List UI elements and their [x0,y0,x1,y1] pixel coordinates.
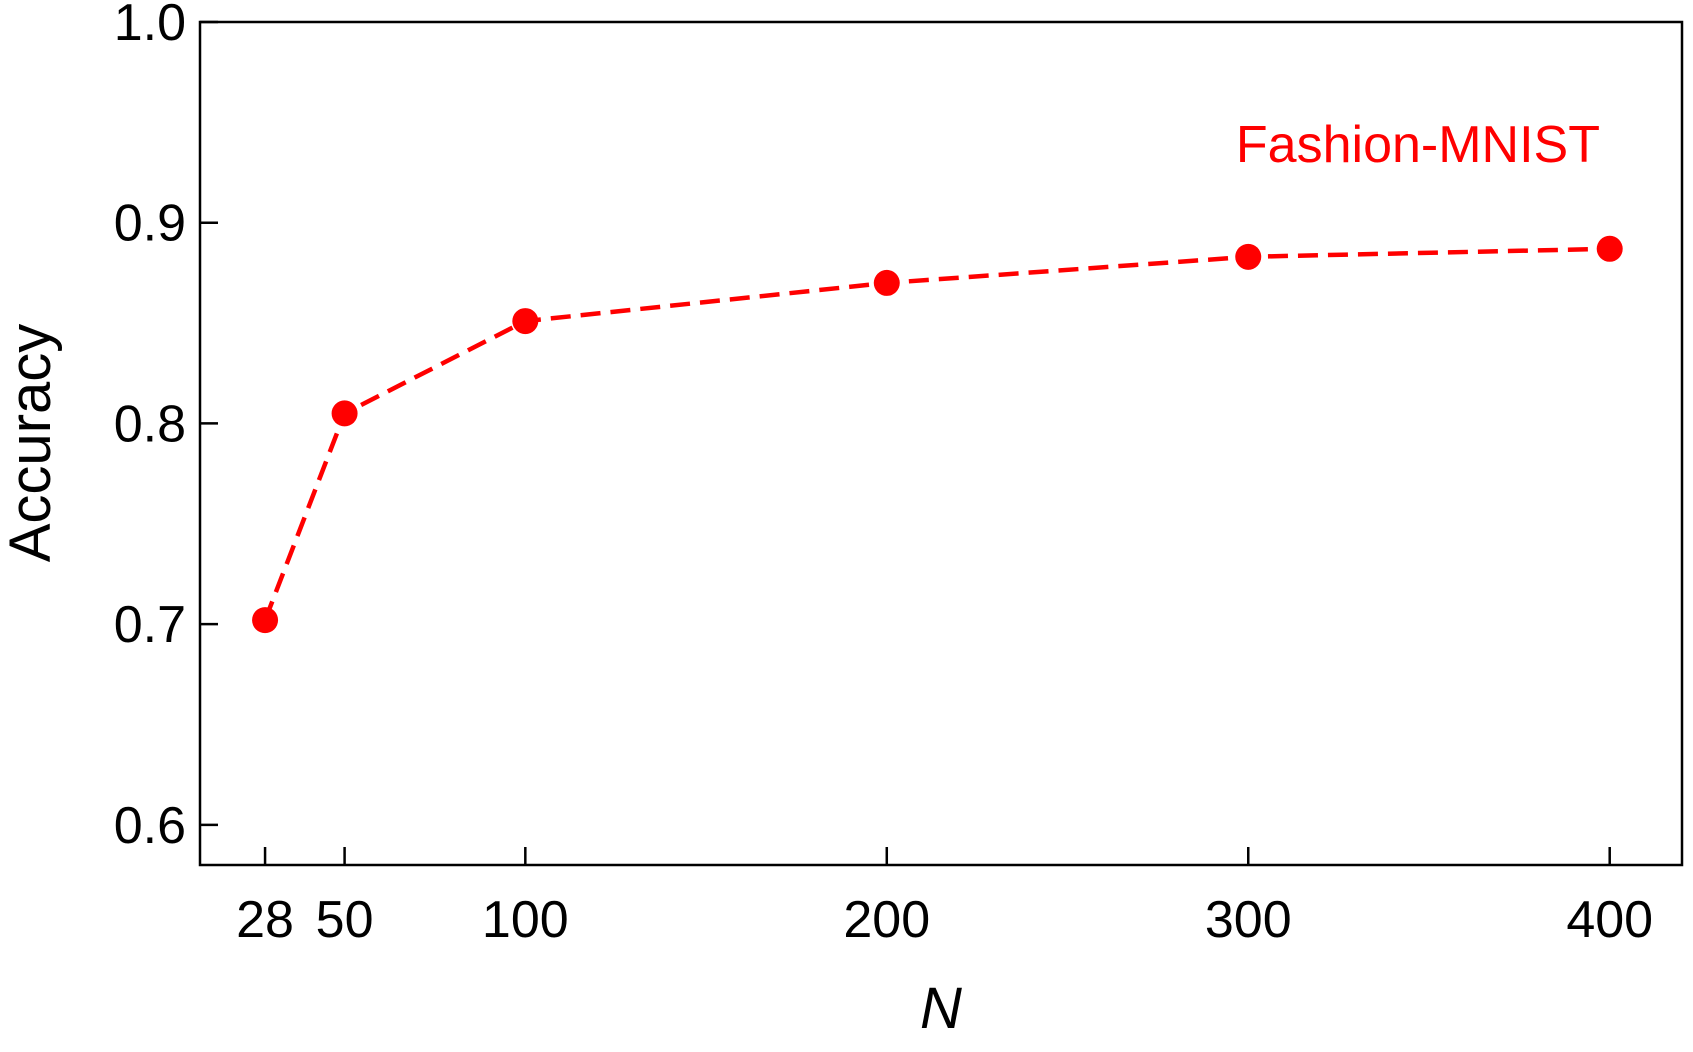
data-points [252,235,1623,634]
y-tick-label: 0.7 [114,596,186,654]
plot-frame [198,20,1684,867]
data-point [252,607,279,634]
x-axis-title: N [920,976,962,1041]
data-point [331,400,358,427]
x-tick-label: 28 [236,891,294,949]
y-tick-label: 0.9 [114,195,186,253]
y-tick-label: 1.0 [114,0,186,52]
x-tick-label: 200 [843,891,930,949]
y-tick-label: 0.8 [114,395,186,453]
x-axis-ticks: 28 50 100 200 300 400 [236,847,1653,949]
data-point [873,269,900,296]
data-point [1596,235,1623,262]
data-point [512,308,539,335]
x-tick-label: 400 [1566,891,1653,949]
data-point [1235,243,1262,270]
series-line [262,246,1610,621]
y-tick-label: 0.6 [114,797,186,855]
x-tick-label: 50 [316,891,374,949]
y-axis-ticks: 0.6 0.7 0.8 0.9 1.0 [114,0,218,855]
y-axis-title: Accuracy [0,324,63,563]
x-tick-label: 300 [1205,891,1292,949]
x-tick-label: 100 [482,891,569,949]
dataset-annotation: Fashion-MNIST [1236,116,1600,174]
